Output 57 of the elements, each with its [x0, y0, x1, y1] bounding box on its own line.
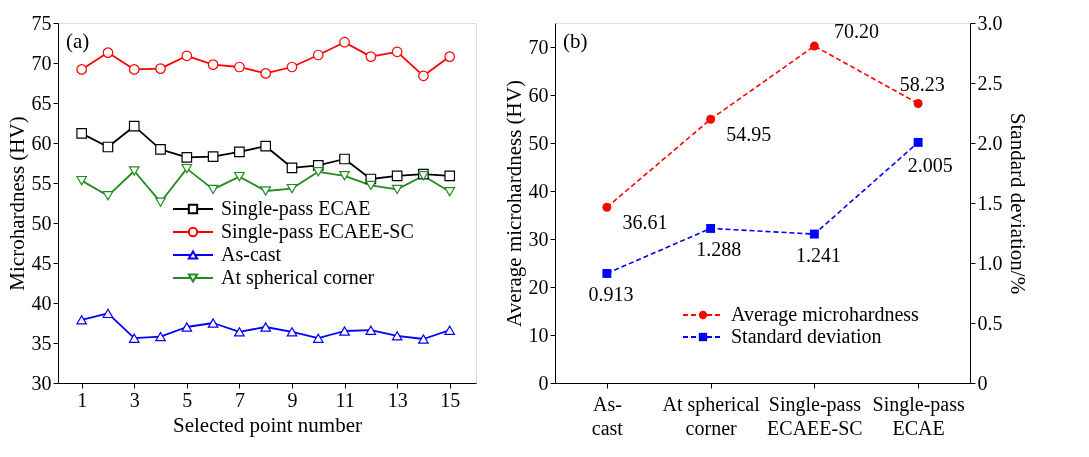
y2-tick-label: 0.5 [977, 311, 1003, 334]
data-label: 0.913 [588, 283, 634, 306]
y-tick-label: 20 [528, 275, 549, 298]
x-tick-label: 9 [287, 388, 298, 411]
x-tick-label: 3 [129, 388, 140, 411]
data-label: 1.241 [795, 244, 841, 267]
y-tick-label: 30 [528, 227, 549, 250]
x-tick-label: 7 [234, 388, 245, 411]
y-tick-label: 40 [528, 179, 549, 202]
y-tick-label: 70 [528, 35, 549, 58]
y2-tick-label: 1.5 [977, 191, 1003, 214]
x-tick-label: Single-pass ECAEE-SC [767, 392, 863, 439]
y-tick-label: 55 [31, 171, 52, 194]
y-tick-label: 40 [31, 291, 52, 314]
data-label: 70.20 [833, 20, 879, 43]
legend-label: Single-pass ECAE [221, 197, 371, 220]
y2-tick-label: 3.0 [977, 11, 1003, 34]
legend-label: Average microhardness [731, 303, 920, 326]
y-tick-label: 50 [31, 211, 52, 234]
x-tick-label: 1 [77, 388, 88, 411]
y-tick-label: 50 [528, 131, 549, 154]
y2-tick-label: 2.0 [977, 131, 1003, 154]
y2-tick-label: 0 [977, 371, 988, 394]
x-axis-title: Selected point number [173, 412, 362, 437]
data-label: 2.005 [907, 154, 953, 177]
x-tick-label: 15 [440, 388, 461, 411]
y-tick-label: 65 [31, 91, 52, 114]
data-label: 1.288 [696, 238, 742, 261]
x-tick-label: 11 [335, 388, 355, 411]
data-label: 58.23 [899, 73, 945, 96]
y2-tick-label: 2.5 [977, 71, 1003, 94]
y2-tick-label: 1.0 [977, 251, 1003, 274]
x-tick-label: Single-pass ECAE [872, 392, 965, 439]
y-tick-label: 35 [31, 331, 52, 354]
x-tick-label: At spherical corner [662, 392, 761, 439]
y-tick-label: 60 [31, 131, 52, 154]
legend-label: Single-pass ECAEE-SC [221, 220, 414, 243]
y-axis-title: Average microhardness (HV) [501, 80, 526, 327]
legend-label: At spherical corner [221, 266, 375, 289]
y-tick-label: 75 [31, 11, 52, 34]
data-label: 54.95 [726, 123, 772, 146]
y-tick-label: 45 [31, 251, 52, 274]
x-tick-label: As-cast [591, 392, 624, 439]
y-tick-label: 30 [31, 371, 52, 394]
annotation: (a) [66, 29, 90, 53]
x-tick-label: 13 [387, 388, 408, 411]
y-tick-label: 60 [528, 83, 549, 106]
data-label: 36.61 [622, 211, 668, 234]
annotation: (b) [563, 29, 588, 53]
y2-axis-title: Standard deviation/% [1005, 112, 1030, 295]
legend-label: Standard deviation [731, 325, 882, 347]
y-tick-label: 10 [528, 323, 549, 346]
x-tick-label: 5 [182, 388, 193, 411]
y-tick-label: 70 [31, 51, 52, 74]
legend-label: As-cast [221, 243, 282, 265]
y-tick-label: 0 [538, 371, 549, 394]
y-axis-title: Microhardness (HV) [4, 116, 29, 291]
